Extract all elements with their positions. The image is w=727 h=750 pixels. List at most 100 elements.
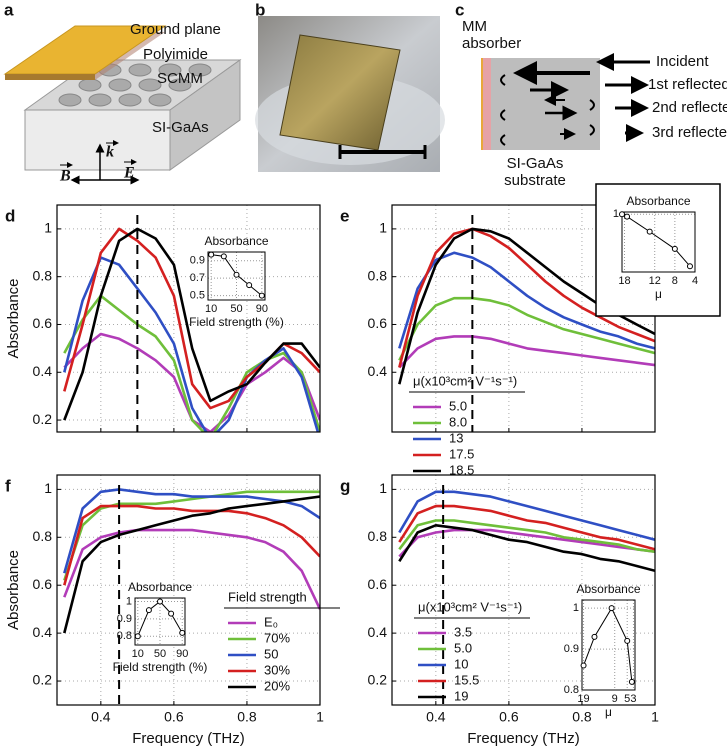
axis-symbol: B	[59, 168, 71, 185]
inset-point	[624, 637, 631, 644]
inset-x-tick-label: 90	[176, 648, 188, 660]
legend-label: E₀	[264, 614, 278, 629]
inset-x-tick-label: 9	[612, 693, 618, 705]
series-line	[398, 524, 655, 573]
axes-frame	[391, 204, 656, 433]
inset-x-tick-label: 5	[624, 693, 630, 705]
panel-letter: f	[5, 476, 11, 495]
inset-y-tick-label: 0.9	[190, 255, 205, 267]
series-line	[398, 227, 655, 368]
inset-axes	[134, 597, 186, 646]
inset-title: Absorbance	[576, 582, 640, 596]
inset-x-tick-label: 90	[256, 303, 268, 315]
beam-label: Incident	[656, 53, 709, 70]
y-axis-label: Absorbance	[5, 278, 22, 358]
x-tick-label: 0.6	[499, 709, 519, 725]
beam-label: 1st reflected	[648, 76, 727, 93]
y-tick-label: 0.4	[33, 624, 53, 640]
inset-x-tick-label: 50	[230, 303, 242, 315]
inset-title: Absorbance	[626, 194, 690, 208]
inset-title: Absorbance	[204, 234, 268, 248]
inset-point	[179, 629, 186, 636]
inset-axes	[207, 251, 266, 301]
beam-label: 2nd reflected	[652, 99, 727, 116]
series-line	[398, 528, 655, 558]
inset-x-tick-label: 18	[618, 275, 630, 287]
series-line	[63, 227, 320, 421]
inset-x-tick-label: 10	[205, 303, 217, 315]
y-tick-label: 0.6	[368, 315, 388, 331]
y-axis-label: Absorbance	[5, 550, 22, 630]
inset-y-tick-label: 0.8	[564, 684, 579, 696]
inset-x-tick-label: 19	[577, 693, 589, 705]
axes-frame	[391, 474, 656, 706]
y-tick-label: 0.4	[33, 363, 53, 379]
series-line	[63, 495, 320, 634]
y-tick-label: 1	[44, 480, 52, 496]
inset-axes	[621, 211, 696, 273]
legend-title: Field strength	[228, 589, 307, 604]
inset-x-tick-label: 50	[154, 648, 166, 660]
legend-label: 50	[264, 646, 278, 661]
x-tick-label: 0.4	[91, 709, 111, 725]
axes-frame	[56, 474, 321, 706]
series-line	[398, 335, 655, 369]
series-line	[398, 504, 655, 551]
x-axis-label: Frequency (THz)	[467, 730, 580, 747]
y-tick-label: 0.8	[368, 528, 388, 544]
absorber-schematic	[481, 53, 650, 150]
x-tick-label: 0.4	[426, 709, 446, 725]
inset-y-tick-label: 1	[573, 602, 579, 614]
inset-x-tick-label: 8	[672, 275, 678, 287]
legend-label: 17.5	[449, 446, 474, 461]
inset-point	[233, 271, 240, 278]
legend-title: μ(x10³cm² V⁻¹s⁻¹)	[413, 373, 517, 388]
y-tick-label: 0.8	[33, 267, 53, 283]
series-line	[63, 504, 320, 586]
inset-x-label: Field strength (%)	[113, 660, 208, 674]
x-axis-label: Frequency (THz)	[132, 730, 245, 747]
inset-point	[608, 605, 615, 612]
x-tick-label: 1	[651, 709, 659, 725]
absorber-label: MM absorber	[462, 18, 522, 52]
layer-label: SI-GaAs	[152, 119, 209, 136]
substrate-label: SI-GaAs substrate	[504, 155, 566, 189]
inset-point	[671, 245, 678, 252]
panel-letter: e	[340, 206, 349, 225]
legend-label: 20%	[264, 678, 290, 693]
inset-x-tick-label: 12	[649, 275, 661, 287]
panel-letter: g	[340, 476, 350, 495]
axes-frame	[56, 204, 321, 433]
inset-point	[246, 282, 253, 289]
layer-label: Polyimide	[143, 46, 208, 63]
x-tick-label: 1	[316, 709, 324, 725]
layer-label: Ground plane	[130, 21, 221, 38]
inset-y-tick-label: 0.7	[190, 272, 205, 284]
inset-x-label: Field strength (%)	[189, 315, 284, 329]
inset-point	[580, 662, 587, 669]
inset-y-tick-label: 0.9	[117, 613, 132, 625]
sample-photo	[255, 16, 445, 172]
inset-point	[220, 253, 227, 260]
y-tick-label: 0.8	[368, 267, 388, 283]
series-line	[63, 256, 320, 432]
inset-point	[145, 607, 152, 614]
y-tick-label: 0.6	[33, 315, 53, 331]
inset-y-tick-label: 0.5	[190, 290, 205, 302]
inset-y-tick-label: 0.8	[117, 630, 132, 642]
inset-x-tick-label: 3	[630, 693, 636, 705]
legend-label: 13	[449, 430, 463, 445]
legend-label: 3.5	[454, 624, 472, 639]
panel-letter: d	[5, 206, 15, 225]
legend-label: 15.5	[454, 672, 479, 687]
inset-point	[591, 633, 598, 640]
inset-point	[686, 263, 693, 270]
inset-title: Absorbance	[128, 580, 192, 594]
beam-label: 3rd reflected	[652, 124, 727, 141]
inset-point	[208, 251, 215, 258]
device-sketch	[3, 25, 242, 185]
panel-letter: a	[4, 0, 14, 19]
inset-x-label: μ	[605, 705, 612, 719]
